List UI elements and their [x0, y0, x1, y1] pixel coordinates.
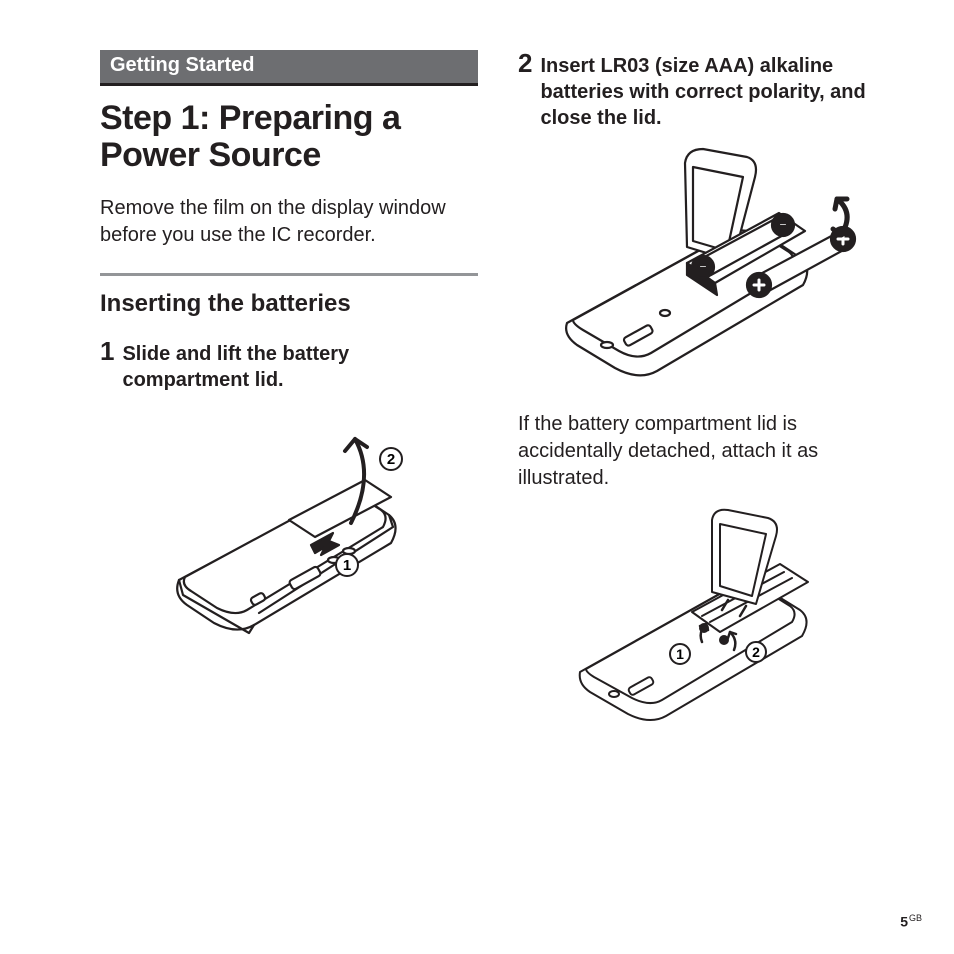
section-tab-label: Getting Started: [110, 54, 254, 76]
step-2: 2 Insert LR03 (size AAA) alkaline batter…: [518, 50, 896, 131]
figure-1: 1 2: [100, 405, 478, 645]
page-number: 5GB: [900, 913, 922, 930]
illustration-insert-batteries: [537, 143, 877, 393]
right-column: 2 Insert LR03 (size AAA) alkaline batter…: [518, 50, 896, 750]
step-text: Slide and lift the battery compartment l…: [122, 338, 478, 393]
page-region: GB: [909, 913, 922, 923]
page-number-value: 5: [900, 914, 908, 930]
illustration-slide-lift: 1 2: [139, 405, 439, 645]
callout-2: 2: [752, 644, 760, 660]
callout-2: 2: [387, 451, 395, 468]
intro-text: Remove the film on the display window be…: [100, 195, 478, 249]
step-number: 1: [100, 338, 114, 364]
page-title: Step 1: Preparing a Power Source: [100, 100, 478, 173]
note-text: If the battery compartment lid is accide…: [518, 411, 896, 492]
figure-2: [518, 143, 896, 393]
divider: [100, 273, 478, 276]
step-text: Insert LR03 (size AAA) alkaline batterie…: [540, 50, 896, 131]
step-1: 1 Slide and lift the battery compartment…: [100, 338, 478, 393]
figure-3: 1 2: [518, 502, 896, 732]
callout-1: 1: [343, 557, 351, 574]
manual-page: Getting Started Step 1: Preparing a Powe…: [0, 0, 954, 790]
left-column: Getting Started Step 1: Preparing a Powe…: [100, 50, 478, 750]
illustration-reattach-lid: 1 2: [552, 502, 862, 732]
subheading: Inserting the batteries: [100, 290, 478, 318]
step-number: 2: [518, 50, 532, 76]
callout-1: 1: [676, 646, 684, 662]
section-tab: Getting Started: [100, 50, 478, 86]
